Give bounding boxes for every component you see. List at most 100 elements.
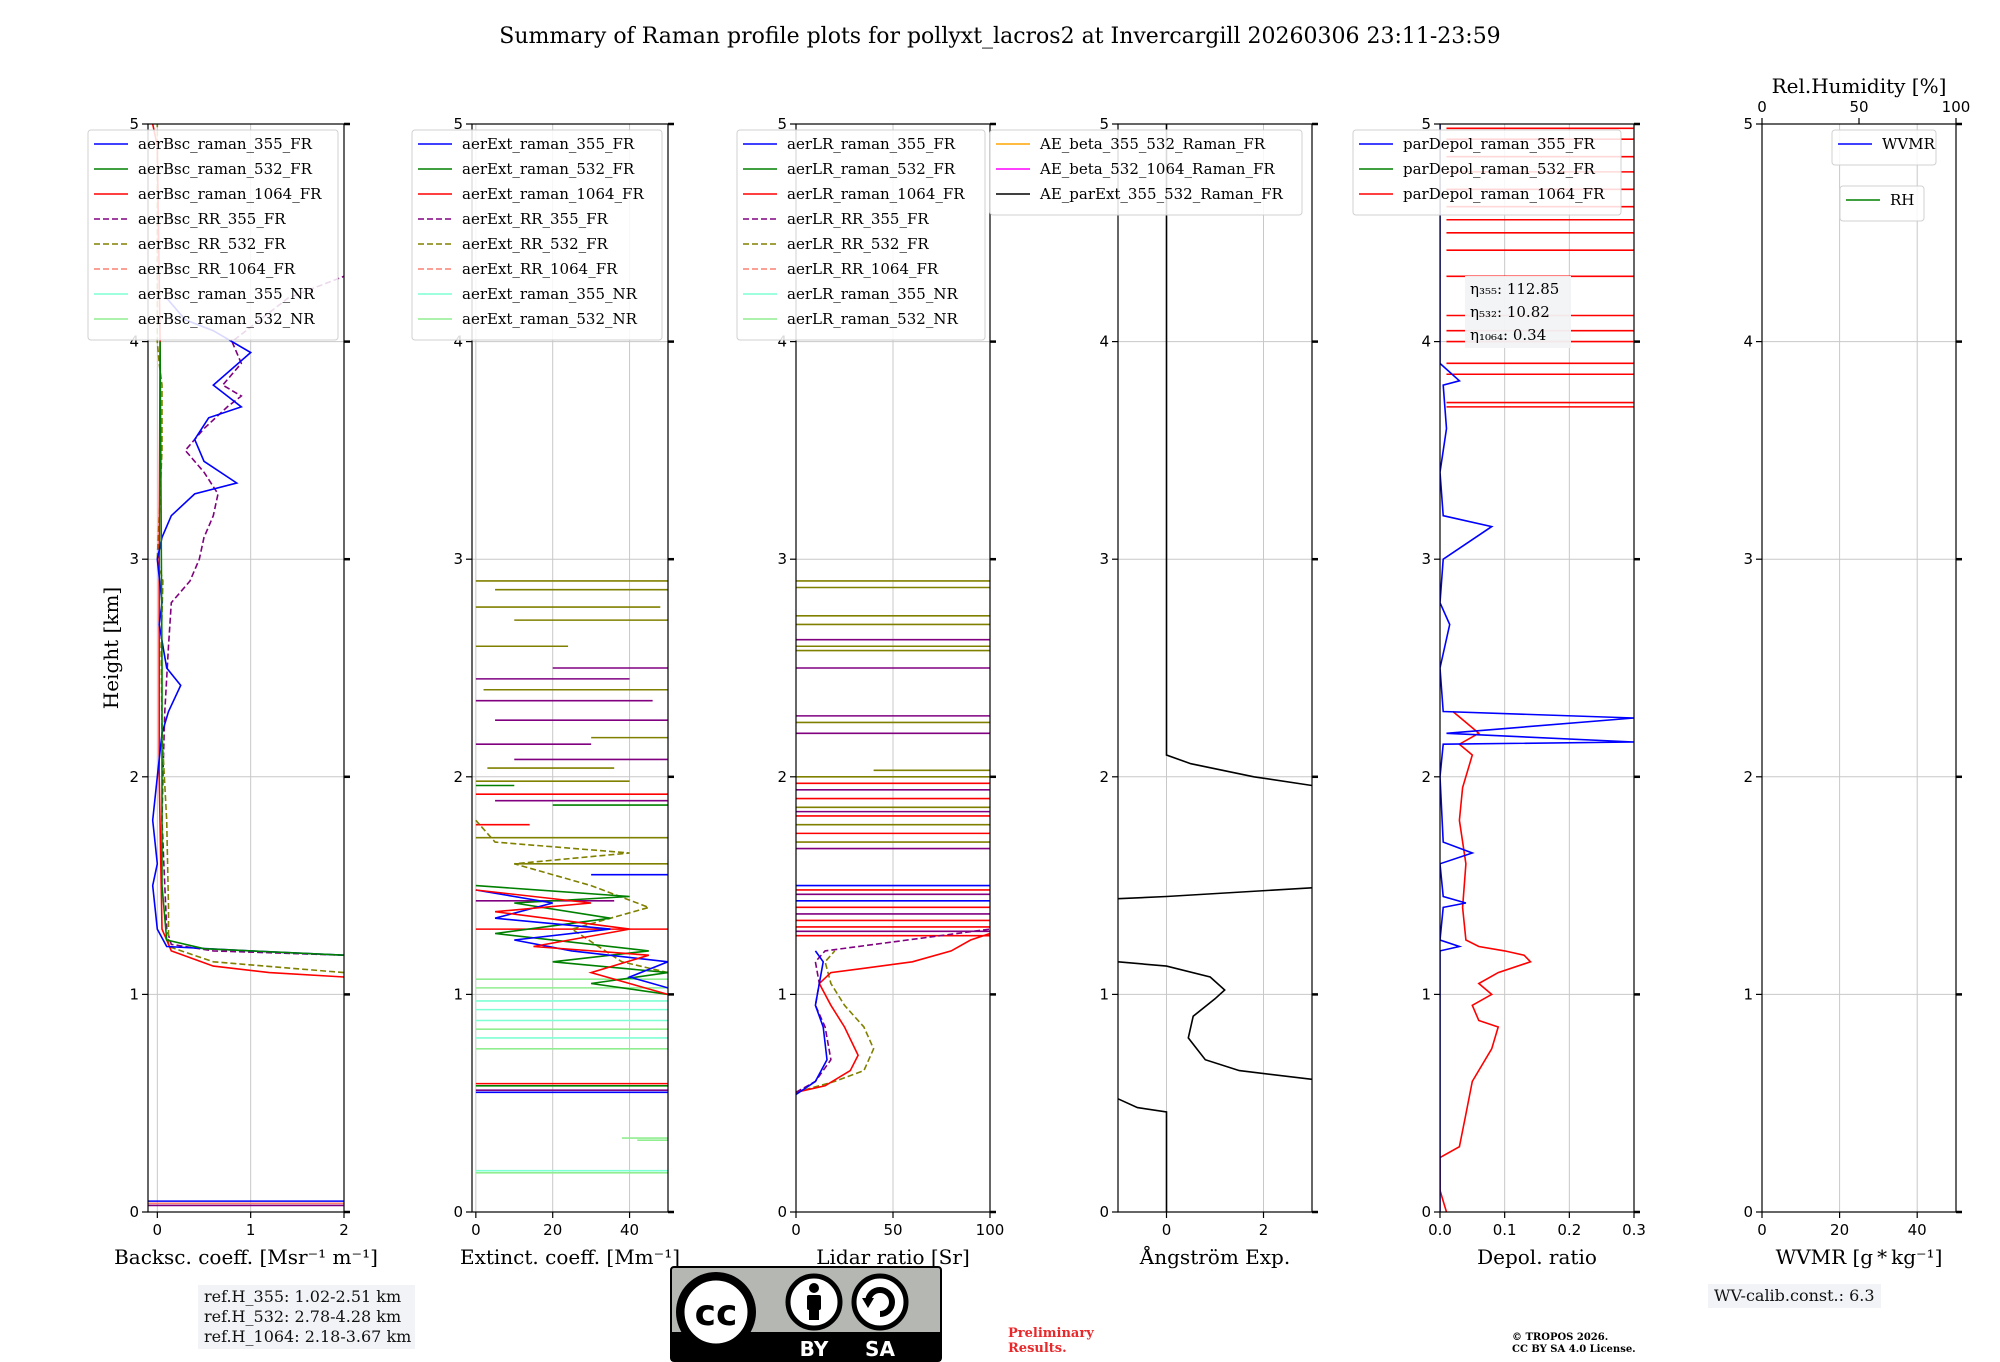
x-axis-label: Extinct. coeff. [Mm⁻¹] (460, 1245, 680, 1269)
cc-by-sa-license-logo: cc BY SA (670, 1266, 942, 1362)
legend-entry: aerBsc_raman_355_NR (138, 285, 315, 303)
series-line (475, 884, 668, 996)
legend-entry: aerLR_raman_532_NR (787, 310, 958, 328)
x-tick-label: 50 (883, 1221, 902, 1239)
x-tick-label: 0 (791, 1221, 801, 1239)
license-by-label: BY (800, 1337, 829, 1361)
legend-entry: aerBsc_raman_355_FR (138, 135, 313, 153)
y-tick-label: 1 (1421, 985, 1431, 1003)
x-tick-label: 0.1 (1493, 1221, 1517, 1239)
x-tick-label: 0.3 (1622, 1221, 1646, 1239)
x-tick-label: 0 (471, 1221, 481, 1239)
legend-entry: aerExt_raman_532_NR (462, 310, 638, 328)
x-axis-label: Backsc. coeff. [Msr⁻¹ m⁻¹] (114, 1245, 378, 1269)
top-x-axis-label: Rel.Humidity [%] (1772, 74, 1947, 98)
panel-ext: 0 1 2 3 4 5 0 20 40 Extinct. coeff. [Mm⁻¹] aerExt_… (411, 115, 680, 1269)
legend-frame (989, 129, 1303, 216)
series-line (1440, 124, 1634, 1212)
legend-entry: aerLR_raman_1064_FR (787, 185, 965, 203)
legend-depol: parDepol_raman_355_FR parDepol_raman_532_… (1352, 129, 1622, 216)
legend-entry: WVMR (1882, 135, 1936, 153)
y-tick-label: 3 (1421, 550, 1431, 568)
legend-entry: parDepol_raman_355_FR (1403, 135, 1596, 153)
legend-entry: parDepol_raman_532_FR (1403, 160, 1596, 178)
y-tick-label: 2 (1099, 768, 1109, 786)
legend-entry: aerBsc_RR_355_FR (138, 210, 286, 228)
series-line (796, 950, 828, 1096)
axes-frame (471, 123, 669, 1213)
top-x-tick-label: 100 (1942, 98, 1971, 116)
figure-title: Summary of Raman profile plots for polly… (499, 24, 1500, 49)
y-tick-label: 5 (1099, 115, 1109, 133)
series-line (1440, 710, 1532, 1212)
eta-value: η₃₅₅: 112.85 (1470, 280, 1559, 298)
series-line (475, 889, 668, 996)
y-tick-label: 4 (453, 333, 463, 351)
legend-entry: aerExt_RR_355_FR (462, 210, 609, 228)
legend-ext: aerExt_raman_355_FR aerExt_raman_532_FRae… (411, 129, 663, 341)
sa-share-alike-icon (851, 1273, 909, 1331)
wv-calib-text: WV-calib.const.: 6.3 (1714, 1286, 1875, 1305)
y-tick-label: 5 (1421, 115, 1431, 133)
svg-text:cc: cc (695, 1293, 738, 1334)
y-tick-label: 4 (129, 333, 139, 351)
axes-frame (147, 123, 345, 1213)
legend-entry: aerBsc_RR_1064_FR (138, 260, 296, 278)
panel-ae: 0 1 2 3 4 5 0 2 Ångström Exp. AE_beta_355_532_Ram… (989, 115, 1318, 1269)
legend-entry: aerExt_raman_355_FR (462, 135, 635, 153)
y-tick-label: 1 (777, 985, 787, 1003)
y-tick-label: 3 (129, 550, 139, 568)
preliminary-line-1: Preliminary (1008, 1326, 1094, 1341)
legend-entry: aerExt_raman_532_FR (462, 160, 635, 178)
refh-532: ref.H_532: 2.78-4.28 km (204, 1307, 402, 1326)
legend-entry: aerBsc_raman_532_NR (138, 310, 315, 328)
preliminary-line-2: Results. (1008, 1341, 1067, 1356)
y-tick-label: 2 (1743, 768, 1753, 786)
legend-entry: aerBsc_raman_1064_FR (138, 185, 322, 203)
legend-frame (1831, 129, 1937, 166)
y-tick-label: 4 (1099, 333, 1109, 351)
y-tick-label: 0 (1743, 1203, 1753, 1221)
legend-wv: WVMR (1831, 129, 1937, 166)
panel-bsc: 0 1 2 3 4 5 0 1 2 Backsc. coeff. [Msr⁻¹ m⁻¹] aerBs… (87, 115, 378, 1269)
series-line (1118, 887, 1312, 900)
x-axis-label: Lidar ratio [Sr] (816, 1245, 970, 1269)
x-tick-label: 2 (1259, 1221, 1269, 1239)
x-tick-label: 0 (1757, 1221, 1767, 1239)
y-tick-label: 0 (1421, 1203, 1431, 1221)
copyright-line-1: © TROPOS 2026. (1512, 1332, 1609, 1343)
legend-entry: aerLR_RR_1064_FR (787, 260, 939, 278)
refh-1064: ref.H_1064: 2.18-3.67 km (204, 1327, 412, 1346)
y-tick-label: 5 (1743, 115, 1753, 133)
x-tick-label: 100 (976, 1221, 1005, 1239)
top-x-tick-label: 50 (1849, 98, 1868, 116)
x-tick-label: 1 (246, 1221, 256, 1239)
y-tick-label: 2 (129, 768, 139, 786)
series-line (1118, 961, 1312, 1081)
axes-frame (1117, 123, 1313, 1213)
y-tick-label: 1 (1099, 985, 1109, 1003)
series-line (151, 297, 344, 956)
legend-entry: aerExt_raman_355_NR (462, 285, 638, 303)
y-tick-label: 1 (453, 985, 463, 1003)
legend-entry: aerExt_RR_532_FR (462, 235, 609, 253)
series-line (796, 928, 990, 1093)
legend-entry: aerLR_RR_532_FR (787, 235, 929, 253)
legend-entry: AE_beta_355_532_Raman_FR (1039, 135, 1266, 153)
legend-lr: aerLR_raman_355_FR aerLR_raman_532_FR aerL… (736, 129, 986, 341)
panel-depol: 0 1 2 3 4 5 0.0 0.1 0.2 0.3 Depol. ratio parDepol_r… (1352, 115, 1646, 1269)
legend-entry: aerLR_raman_355_NR (787, 285, 958, 303)
legend-frame (87, 129, 339, 341)
y-tick-label: 2 (453, 768, 463, 786)
y-tick-label: 3 (1099, 550, 1109, 568)
legend-entry: AE_beta_532_1064_Raman_FR (1039, 160, 1275, 178)
x-axis-label: Ångström Exp. (1139, 1244, 1290, 1269)
wv-calib-box: WV-calib.const.: 6.3 (1708, 1284, 1881, 1308)
preliminary-results-label: Preliminary Results. (1008, 1326, 1094, 1356)
x-tick-label: 0.2 (1557, 1221, 1581, 1239)
copyright-line-2: CC BY SA 4.0 License. (1512, 1344, 1636, 1355)
series-line (475, 819, 668, 974)
series-line (796, 950, 875, 1094)
x-tick-label: 40 (620, 1221, 639, 1239)
x-tick-label: 40 (1908, 1221, 1927, 1239)
